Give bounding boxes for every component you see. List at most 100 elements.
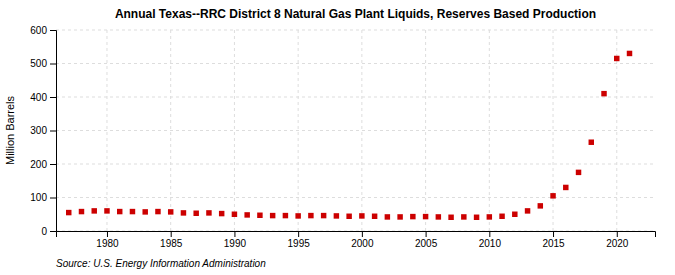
- tick: 2005: [415, 231, 438, 249]
- point: [283, 213, 288, 218]
- tick-mark: [553, 231, 554, 237]
- tick: 1990: [224, 231, 247, 249]
- point: [155, 209, 160, 214]
- point: [334, 213, 339, 218]
- tick-mark: [50, 64, 56, 65]
- tick: 400: [30, 92, 56, 103]
- tick-mark: [50, 231, 56, 232]
- tick: 500: [30, 58, 56, 69]
- grid-line: [56, 130, 655, 131]
- point: [244, 212, 249, 217]
- point: [512, 212, 517, 217]
- grid-line: [56, 63, 655, 64]
- point: [359, 213, 364, 218]
- title: Annual Texas--RRC District 8 Natural Gas…: [115, 7, 596, 21]
- grid-line: [56, 164, 655, 165]
- point: [627, 51, 632, 56]
- point: [346, 214, 351, 219]
- point: [232, 212, 237, 217]
- point: [614, 56, 619, 61]
- tick-mark: [298, 231, 299, 237]
- point: [576, 170, 581, 175]
- tick: 300: [30, 125, 56, 136]
- point: [308, 213, 313, 218]
- tick-label: 2005: [415, 238, 438, 249]
- point: [104, 208, 109, 213]
- point: [423, 214, 428, 219]
- tick: 100: [30, 192, 56, 203]
- tick-mark: [489, 231, 490, 237]
- point: [321, 213, 326, 218]
- tick-label: 300: [30, 125, 47, 136]
- tick-mark: [50, 30, 56, 31]
- grid-line: [56, 197, 655, 198]
- point: [499, 214, 504, 219]
- tick-mark: [426, 231, 427, 237]
- source: Source: U.S. Energy Information Administ…: [56, 258, 266, 269]
- tick-label: 1980: [96, 238, 119, 249]
- point: [461, 214, 466, 219]
- grid-line: [234, 30, 235, 231]
- tick-mark: [107, 231, 108, 237]
- point: [538, 203, 543, 208]
- tick-label: 2015: [542, 238, 565, 249]
- tick-label: 2000: [351, 238, 374, 249]
- point: [66, 210, 71, 215]
- tick: 2015: [542, 231, 565, 249]
- tick-label: 1985: [160, 238, 183, 249]
- tick: 2010: [479, 231, 502, 249]
- tick-mark: [50, 198, 56, 199]
- point: [372, 214, 377, 219]
- point: [563, 185, 568, 190]
- point: [295, 213, 300, 218]
- point: [474, 215, 479, 220]
- tick: 200: [30, 159, 56, 170]
- tick: 1980: [96, 231, 119, 249]
- tick: 2020: [606, 231, 629, 249]
- grid: [56, 30, 655, 231]
- tick-mark: [50, 97, 56, 98]
- axis-line: [50, 31, 57, 232]
- grid-line: [425, 30, 426, 231]
- grid-line: [553, 30, 554, 231]
- grid-line: [56, 97, 655, 98]
- point: [193, 211, 198, 216]
- tick-label: 200: [30, 159, 47, 170]
- tick-label: 1990: [224, 238, 247, 249]
- point: [397, 214, 402, 219]
- point: [410, 214, 415, 219]
- tick-label: 2020: [606, 238, 629, 249]
- tick-mark: [50, 131, 56, 132]
- point: [525, 208, 530, 213]
- point: [206, 210, 211, 215]
- tick-label: 100: [30, 192, 47, 203]
- y-axis-title: Million Barrels: [4, 95, 16, 165]
- tick-mark: [234, 231, 235, 237]
- chart: 1980 1985 1990 1995 2000 2005 2010 2015 2020 0 100…: [0, 0, 675, 275]
- tick: 600: [30, 25, 56, 36]
- tick-mark: [171, 231, 172, 237]
- point: [181, 210, 186, 215]
- tick: 0: [41, 226, 56, 237]
- point: [448, 215, 453, 220]
- point: [117, 209, 122, 214]
- point: [257, 213, 262, 218]
- point: [550, 193, 555, 198]
- point: [436, 214, 441, 219]
- plot: 1980 1985 1990 1995 2000 2005 2010 2015 2020 0 100…: [30, 25, 655, 249]
- point: [142, 209, 147, 214]
- y-axis: 0 100 200 300 400 500 600: [30, 25, 56, 237]
- tick-label: 2010: [479, 238, 502, 249]
- tick-label: 600: [30, 25, 47, 36]
- point: [385, 214, 390, 219]
- point: [130, 209, 135, 214]
- tick-label: 1995: [288, 238, 311, 249]
- tick: 2000: [351, 231, 374, 249]
- point: [91, 208, 96, 213]
- tick-label: 500: [30, 58, 47, 69]
- tick: 1995: [288, 231, 311, 249]
- axis-line: [57, 232, 656, 238]
- point: [79, 209, 84, 214]
- points: [66, 51, 632, 220]
- tick-label: 400: [30, 92, 47, 103]
